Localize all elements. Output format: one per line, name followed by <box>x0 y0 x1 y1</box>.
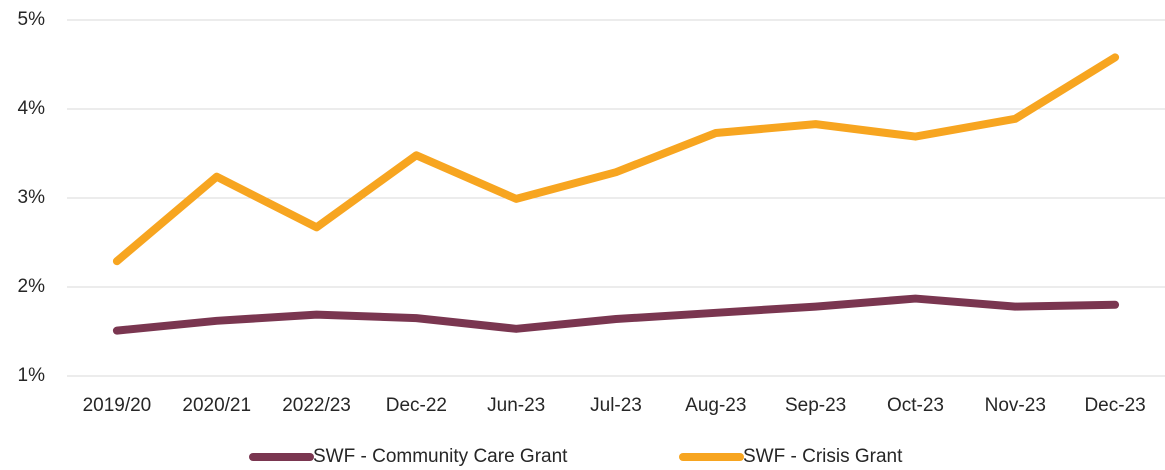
x-tick-label: 2022/23 <box>282 395 351 416</box>
x-tick-label: Nov-23 <box>985 395 1046 416</box>
y-tick-label: 5% <box>18 9 46 30</box>
series-line <box>112 294 1120 335</box>
x-tick-label: Aug-23 <box>685 395 746 416</box>
legend-label: SWF - Crisis Grant <box>743 446 903 467</box>
y-tick-label: 2% <box>18 276 46 297</box>
x-tick-label: Sep-23 <box>785 395 846 416</box>
x-tick-label: Dec-23 <box>1084 395 1145 416</box>
series-line <box>112 53 1120 266</box>
x-tick-label: Dec-22 <box>386 395 447 416</box>
x-tick-label: Jun-23 <box>487 395 545 416</box>
y-tick-label: 1% <box>18 365 46 386</box>
x-tick-label: Oct-23 <box>887 395 944 416</box>
y-tick-label: 3% <box>18 187 46 208</box>
y-tick-label: 4% <box>18 98 46 119</box>
x-tick-label: 2020/21 <box>182 395 251 416</box>
legend-label: SWF - Community Care Grant <box>313 446 568 467</box>
x-tick-label: 2019/20 <box>83 395 152 416</box>
x-tick-label: Jul-23 <box>590 395 642 416</box>
